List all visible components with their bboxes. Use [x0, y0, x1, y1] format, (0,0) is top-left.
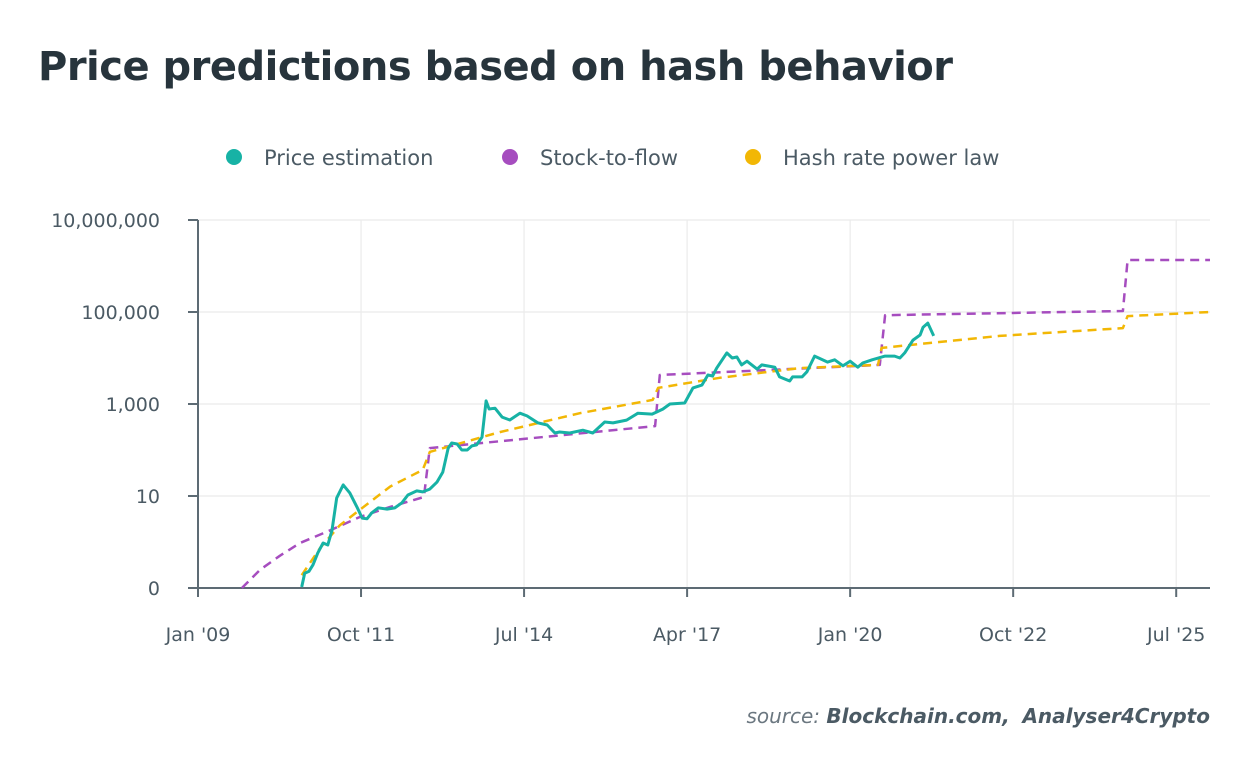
- legend-label: Price estimation: [264, 146, 433, 170]
- legend-label: Stock-to-flow: [540, 146, 678, 170]
- source-name-1: Blockchain.com,: [826, 704, 1010, 728]
- legend-marker-icon: [226, 149, 242, 165]
- source-prefix: source:: [746, 704, 821, 728]
- x-tick-label: Jul '25: [1146, 624, 1205, 646]
- x-tick-label: Oct '22: [979, 624, 1047, 646]
- x-tick-label: Apr '17: [653, 624, 721, 646]
- y-tick-label: 1,000: [106, 394, 160, 416]
- y-tick-label: 100,000: [81, 302, 160, 324]
- source-name-2: Analyser4Crypto: [1022, 704, 1210, 728]
- x-tick-label: Jan '09: [165, 624, 231, 646]
- series-line-stock-to-flow: [241, 258, 1210, 589]
- y-tick-label: 10,000,000: [51, 210, 160, 232]
- legend: Price estimation Stock-to-flow Hash rate p…: [226, 146, 999, 170]
- chart-title: Price predictions based on hash behavior: [38, 44, 953, 90]
- x-tick-label: Jan '20: [817, 624, 883, 646]
- series-lines: [241, 258, 1211, 589]
- y-tick-label: 0: [148, 578, 160, 600]
- axes: 0 10 1,000 100,000 10,000,000 Jan '09 Oct '11 J…: [51, 210, 1210, 646]
- series-line-price-estimation: [300, 321, 936, 588]
- y-tick-label: 10: [136, 486, 160, 508]
- gridlines: [198, 219, 1210, 588]
- series-line-hash-rate-power-law: [300, 310, 1211, 576]
- source-note: source: Blockchain.com, Analyser4Crypto: [746, 704, 1210, 728]
- x-tick-label: Jul '14: [494, 624, 553, 646]
- legend-marker-icon: [502, 149, 518, 165]
- legend-marker-icon: [745, 149, 761, 165]
- legend-label: Hash rate power law: [783, 146, 999, 170]
- x-tick-label: Oct '11: [327, 624, 395, 646]
